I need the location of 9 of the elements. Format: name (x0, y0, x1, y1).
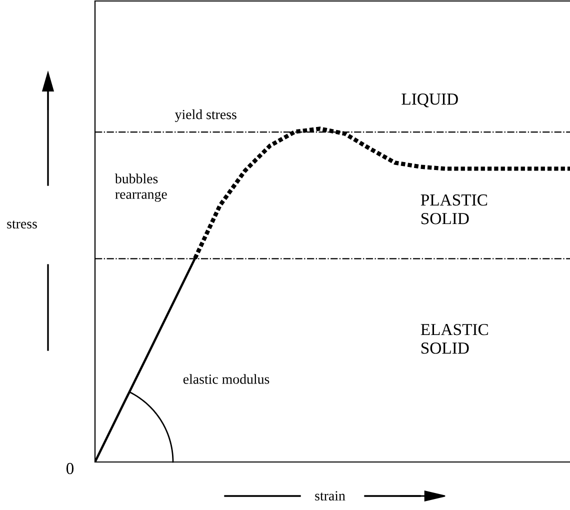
annotation: PLASTIC SOLID (420, 194, 488, 224)
y-axis-title: stress (7, 220, 37, 228)
annotation: elastic modulus (183, 374, 270, 384)
text: 0 (66, 462, 74, 474)
annotation: ELASTIC SOLID (420, 324, 488, 354)
text: LIQUID (402, 94, 458, 108)
annotation: bubbles rearrange (114, 174, 167, 202)
x-axis-title: strain (315, 491, 346, 500)
ref-line-label: yield stress (174, 109, 236, 122)
